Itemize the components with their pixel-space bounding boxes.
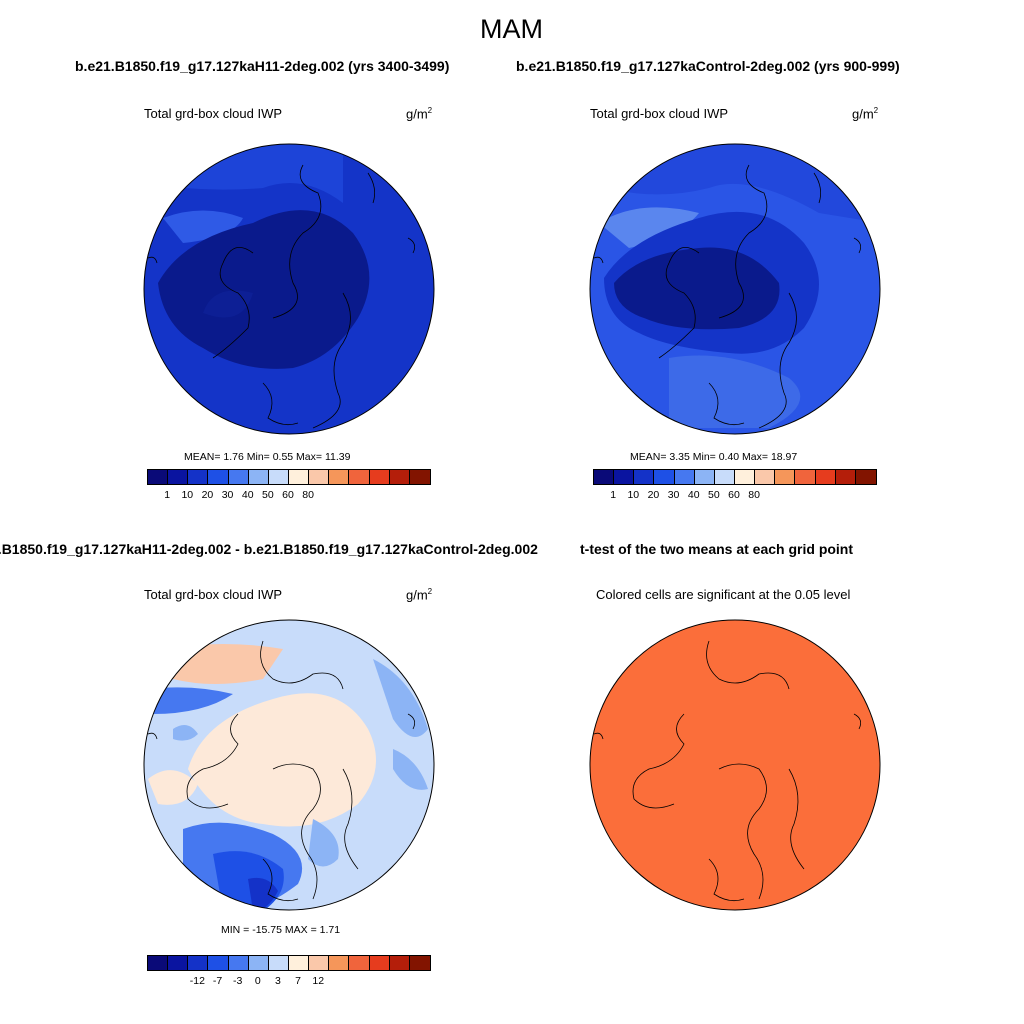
colorbar-swatch xyxy=(309,956,330,970)
colorbar-tick-label: 0 xyxy=(254,975,261,987)
ttest-title: t-test of the two means at each grid poi… xyxy=(580,541,854,557)
colorbar-swatch xyxy=(208,470,229,484)
top-left-units: g/m2 xyxy=(406,106,432,121)
colorbar-swatch xyxy=(288,470,310,484)
colorbar-tick-label: 50 xyxy=(708,489,720,501)
colorbar-swatch xyxy=(594,470,615,484)
colorbar-tick-label: 40 xyxy=(687,489,700,501)
top-left-colorbar-ticks: 1 10 20 30 40 50 60 80 xyxy=(147,489,429,503)
top-right-colorbar-ticks: 1 10 20 30 40 50 60 80 xyxy=(593,489,875,503)
colorbar-swatch xyxy=(228,956,249,970)
colorbar-swatch xyxy=(268,956,289,970)
top-left-case-title: b.e21.B1850.f19_g17.127kaH11-2deg.002 (y… xyxy=(75,58,450,74)
colorbar-swatch xyxy=(309,470,330,484)
bottom-left-units-base: g/m xyxy=(406,587,428,603)
colorbar-tick-label: 20 xyxy=(647,489,660,501)
colorbar-swatch xyxy=(409,470,430,484)
colorbar-swatch xyxy=(228,470,249,484)
colorbar-tick-label: 7 xyxy=(295,975,301,987)
colorbar-swatch xyxy=(369,470,390,484)
top-left-variable-label: Total grd-box cloud IWP xyxy=(144,106,283,121)
colorbar-swatch xyxy=(288,956,310,970)
colorbar-swatch xyxy=(634,470,655,484)
colorbar-swatch xyxy=(815,470,836,484)
colorbar-swatch xyxy=(714,470,735,484)
colorbar-swatch xyxy=(674,470,695,484)
top-right-stats: MEAN= 3.35 Min= 0.40 Max= 18.97 xyxy=(630,451,798,463)
colorbar-tick-label: 1 xyxy=(610,489,617,501)
colorbar-swatch xyxy=(349,956,370,970)
colorbar-tick-label: 40 xyxy=(241,489,254,501)
bottom-right-ttest-map xyxy=(589,619,881,911)
colorbar-swatch xyxy=(208,956,229,970)
colorbar-swatch xyxy=(694,470,715,484)
colorbar-tick-label: 60 xyxy=(728,489,740,501)
bottom-left-variable-label: Total grd-box cloud IWP xyxy=(144,587,283,602)
bottom-left-units: g/m2 xyxy=(406,587,432,602)
colorbar-swatch xyxy=(148,470,169,484)
colorbar-tick-label: 50 xyxy=(262,489,274,501)
top-right-colorbar xyxy=(593,469,877,485)
top-left-units-exp: 2 xyxy=(427,106,433,115)
bottom-left-colorbar-ticks: -12 -7 -3 0 3 7 12 xyxy=(147,975,429,989)
ttest-note: Colored cells are significant at the 0.0… xyxy=(596,587,851,602)
colorbar-tick-label: -3 xyxy=(232,975,243,987)
top-right-units: g/m2 xyxy=(852,106,878,121)
top-right-units-exp: 2 xyxy=(873,106,879,115)
colorbar-tick-label: 80 xyxy=(748,489,760,501)
top-right-case-title: b.e21.B1850.f19_g17.127kaControl-2deg.00… xyxy=(516,58,900,74)
colorbar-swatch xyxy=(369,956,390,970)
colorbar-swatch xyxy=(835,470,856,484)
colorbar-tick-label: 20 xyxy=(201,489,214,501)
colorbar-swatch xyxy=(248,956,269,970)
colorbar-tick-label: 1 xyxy=(164,489,171,501)
colorbar-swatch xyxy=(349,470,370,484)
colorbar-swatch xyxy=(329,470,350,484)
top-left-units-base: g/m xyxy=(406,106,428,122)
bottom-left-difference-map xyxy=(143,619,435,911)
colorbar-tick-label: 3 xyxy=(275,975,281,987)
colorbar-swatch xyxy=(268,470,289,484)
top-right-units-base: g/m xyxy=(852,106,874,122)
colorbar-tick-label: -7 xyxy=(212,975,223,987)
colorbar-swatch xyxy=(654,470,675,484)
colorbar-tick-label: 30 xyxy=(221,489,234,501)
top-right-variable-label: Total grd-box cloud IWP xyxy=(590,106,729,121)
colorbar-swatch xyxy=(409,956,430,970)
bottom-left-colorbar xyxy=(147,955,431,971)
colorbar-swatch xyxy=(775,470,796,484)
figure-title: MAM xyxy=(480,14,543,44)
colorbar-swatch xyxy=(855,470,876,484)
top-left-polar-map xyxy=(143,143,435,435)
top-right-polar-map xyxy=(589,143,881,435)
top-left-stats: MEAN= 1.76 Min= 0.55 Max= 11.39 xyxy=(184,451,351,463)
colorbar-swatch xyxy=(188,956,209,970)
bottom-left-units-exp: 2 xyxy=(427,587,433,596)
colorbar-swatch xyxy=(734,470,756,484)
colorbar-swatch xyxy=(389,470,410,484)
colorbar-swatch xyxy=(168,956,189,970)
colorbar-tick-label: 12 xyxy=(312,975,325,987)
colorbar-tick-label: -12 xyxy=(189,975,205,987)
colorbar-tick-label: 10 xyxy=(627,489,640,501)
colorbar-swatch xyxy=(168,470,189,484)
colorbar-swatch xyxy=(795,470,816,484)
colorbar-swatch xyxy=(248,470,269,484)
colorbar-swatch xyxy=(389,956,410,970)
colorbar-tick-label: 30 xyxy=(667,489,680,501)
bottom-left-stats: MIN = -15.75 MAX = 1.71 xyxy=(221,924,341,936)
colorbar-tick-label: 10 xyxy=(181,489,194,501)
colorbar-swatch xyxy=(329,956,350,970)
top-left-colorbar xyxy=(147,469,431,485)
colorbar-tick-label: 60 xyxy=(282,489,294,501)
colorbar-tick-label: 80 xyxy=(302,489,314,501)
colorbar-swatch xyxy=(188,470,209,484)
colorbar-swatch xyxy=(614,470,635,484)
colorbar-swatch xyxy=(148,956,169,970)
difference-case-title: b.e21.B1850.f19_g17.127kaH11-2deg.002 - … xyxy=(0,541,538,557)
colorbar-swatch xyxy=(755,470,776,484)
